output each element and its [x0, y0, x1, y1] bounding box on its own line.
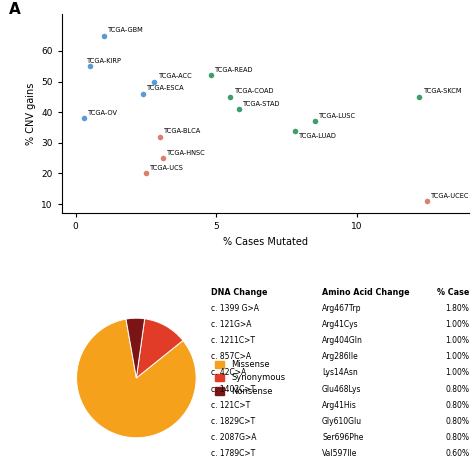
Wedge shape: [77, 319, 196, 438]
Point: [423, 197, 431, 205]
Point: [291, 127, 299, 135]
Point: [207, 72, 214, 79]
Text: DNA Change: DNA Change: [211, 288, 268, 297]
Text: c. 1829C>T: c. 1829C>T: [211, 417, 255, 426]
Point: [86, 63, 93, 70]
Text: Arg41His: Arg41His: [322, 401, 357, 410]
Text: % Case: % Case: [437, 288, 469, 297]
Point: [235, 105, 243, 113]
Text: TCGA-SKCM: TCGA-SKCM: [424, 89, 463, 94]
Text: TCGA-UCEC: TCGA-UCEC: [431, 192, 470, 199]
Text: 1.80%: 1.80%: [446, 304, 469, 313]
Text: TCGA-KIRP: TCGA-KIRP: [87, 58, 122, 64]
Text: 0.80%: 0.80%: [445, 401, 469, 410]
Text: TCGA-GBM: TCGA-GBM: [108, 27, 144, 33]
Text: 0.80%: 0.80%: [445, 417, 469, 426]
Text: 1.00%: 1.00%: [445, 336, 469, 345]
Text: 1.00%: 1.00%: [445, 368, 469, 377]
Text: TCGA-LUSC: TCGA-LUSC: [319, 113, 356, 119]
Point: [227, 93, 234, 100]
Text: TCGA-OV: TCGA-OV: [88, 110, 118, 116]
Text: c. 1402C>T: c. 1402C>T: [211, 384, 255, 393]
Text: 1.00%: 1.00%: [445, 320, 469, 329]
Legend: Missense, Synonymous, Nonsense: Missense, Synonymous, Nonsense: [215, 360, 285, 396]
Text: Lys14Asn: Lys14Asn: [322, 368, 358, 377]
Text: c. 121G>A: c. 121G>A: [211, 320, 252, 329]
Text: Arg404Gln: Arg404Gln: [322, 336, 363, 345]
Text: Ser696Phe: Ser696Phe: [322, 433, 364, 442]
X-axis label: % Cases Mutated: % Cases Mutated: [223, 237, 308, 247]
Text: c. 2087G>A: c. 2087G>A: [211, 433, 256, 442]
Text: c. 857C>A: c. 857C>A: [211, 352, 251, 361]
Text: TCGA-BLCA: TCGA-BLCA: [164, 128, 201, 134]
Text: A: A: [9, 2, 20, 17]
Text: TCGA-HNSC: TCGA-HNSC: [167, 150, 206, 155]
Point: [151, 78, 158, 85]
Text: 0.80%: 0.80%: [445, 384, 469, 393]
Text: Gly610Glu: Gly610Glu: [322, 417, 362, 426]
Point: [142, 170, 150, 177]
Text: c. 121C>T: c. 121C>T: [211, 401, 250, 410]
Text: 0.80%: 0.80%: [445, 433, 469, 442]
Text: TCGA-ESCA: TCGA-ESCA: [147, 85, 185, 91]
Text: c. 42C>A: c. 42C>A: [211, 368, 246, 377]
Text: Glu468Lys: Glu468Lys: [322, 384, 362, 393]
Text: TCGA-UCS: TCGA-UCS: [150, 165, 184, 171]
Point: [159, 155, 167, 162]
Text: 0.60%: 0.60%: [445, 449, 469, 458]
Text: TCGA-STAD: TCGA-STAD: [243, 100, 281, 107]
Text: c. 1211C>T: c. 1211C>T: [211, 336, 255, 345]
Text: TCGA-LUAD: TCGA-LUAD: [299, 133, 337, 139]
Text: c. 1789C>T: c. 1789C>T: [211, 449, 255, 458]
Wedge shape: [126, 318, 145, 378]
Text: c. 1399 G>A: c. 1399 G>A: [211, 304, 259, 313]
Point: [156, 133, 164, 140]
Point: [80, 115, 88, 122]
Text: Val597Ile: Val597Ile: [322, 449, 357, 458]
Text: Arg41Cys: Arg41Cys: [322, 320, 359, 329]
Text: TCGA-READ: TCGA-READ: [215, 67, 253, 73]
Text: Amino Acid Change: Amino Acid Change: [322, 288, 410, 297]
Text: TCGA-COAD: TCGA-COAD: [235, 89, 274, 94]
Text: Arg286Ile: Arg286Ile: [322, 352, 359, 361]
Y-axis label: % CNV gains: % CNV gains: [26, 82, 36, 145]
Point: [100, 32, 108, 39]
Point: [415, 93, 422, 100]
Point: [311, 118, 319, 125]
Text: TCGA-ACC: TCGA-ACC: [159, 73, 192, 79]
Text: Arg467Trp: Arg467Trp: [322, 304, 362, 313]
Text: 1.00%: 1.00%: [445, 352, 469, 361]
Wedge shape: [137, 319, 183, 378]
Point: [139, 90, 147, 98]
